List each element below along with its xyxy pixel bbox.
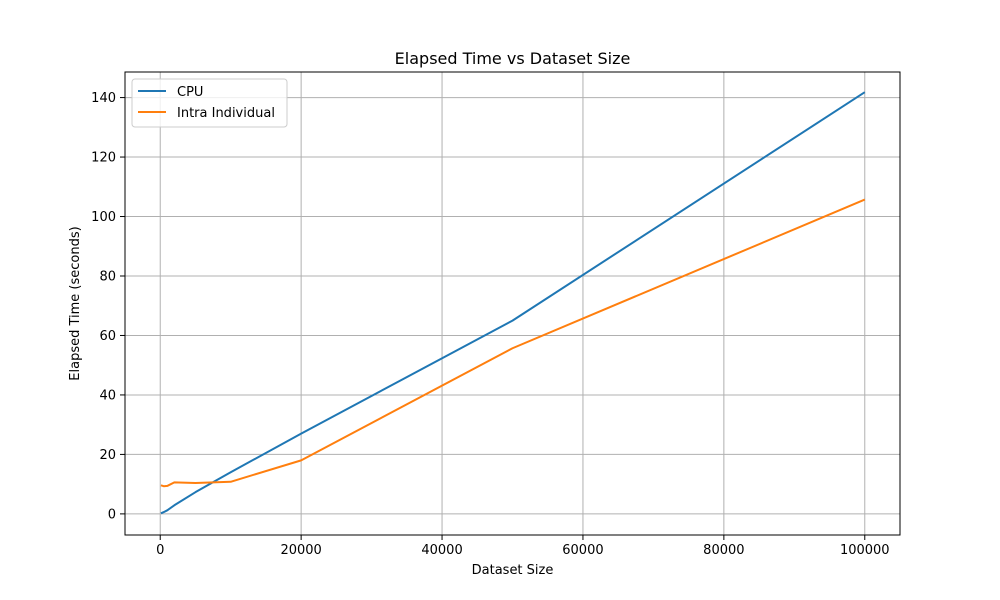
x-axis-label: Dataset Size <box>472 563 554 578</box>
x-tick-label: 40000 <box>421 543 462 558</box>
series-line-intra-individual <box>160 198 866 488</box>
y-tick-label: 60 <box>99 329 116 344</box>
chart-title: Elapsed Time vs Dataset Size <box>395 49 631 68</box>
plot-background <box>125 72 900 535</box>
legend-label-cpu: CPU <box>177 85 203 100</box>
axis-ticks: 0 20000 40000 60000 80000 100000 0 20 40 60 80 100 1… <box>91 91 889 558</box>
y-tick-label: 100 <box>91 210 116 225</box>
grid-lines <box>125 72 900 535</box>
legend-label-intra-individual: Intra Individual <box>177 106 275 121</box>
plot-frame <box>124 71 901 536</box>
y-tick-label: 140 <box>91 91 116 106</box>
x-tick-label: 20000 <box>280 543 321 558</box>
y-tick-label: 40 <box>99 388 116 403</box>
y-tick-label: 0 <box>108 507 116 522</box>
y-tick-label: 20 <box>99 448 116 463</box>
x-tick-label: 60000 <box>562 543 603 558</box>
x-tick-label: 100000 <box>840 543 890 558</box>
x-tick-label: 80000 <box>703 543 744 558</box>
series-line-cpu <box>160 91 866 515</box>
y-tick-label: 120 <box>91 151 116 166</box>
y-axis-label: Elapsed Time (seconds) <box>68 226 83 380</box>
legend-frame <box>131 78 288 128</box>
legend: CPU Intra Individual <box>131 78 288 128</box>
y-tick-label: 80 <box>99 269 116 284</box>
x-tick-label: 0 <box>156 543 164 558</box>
series-lines <box>160 91 866 515</box>
